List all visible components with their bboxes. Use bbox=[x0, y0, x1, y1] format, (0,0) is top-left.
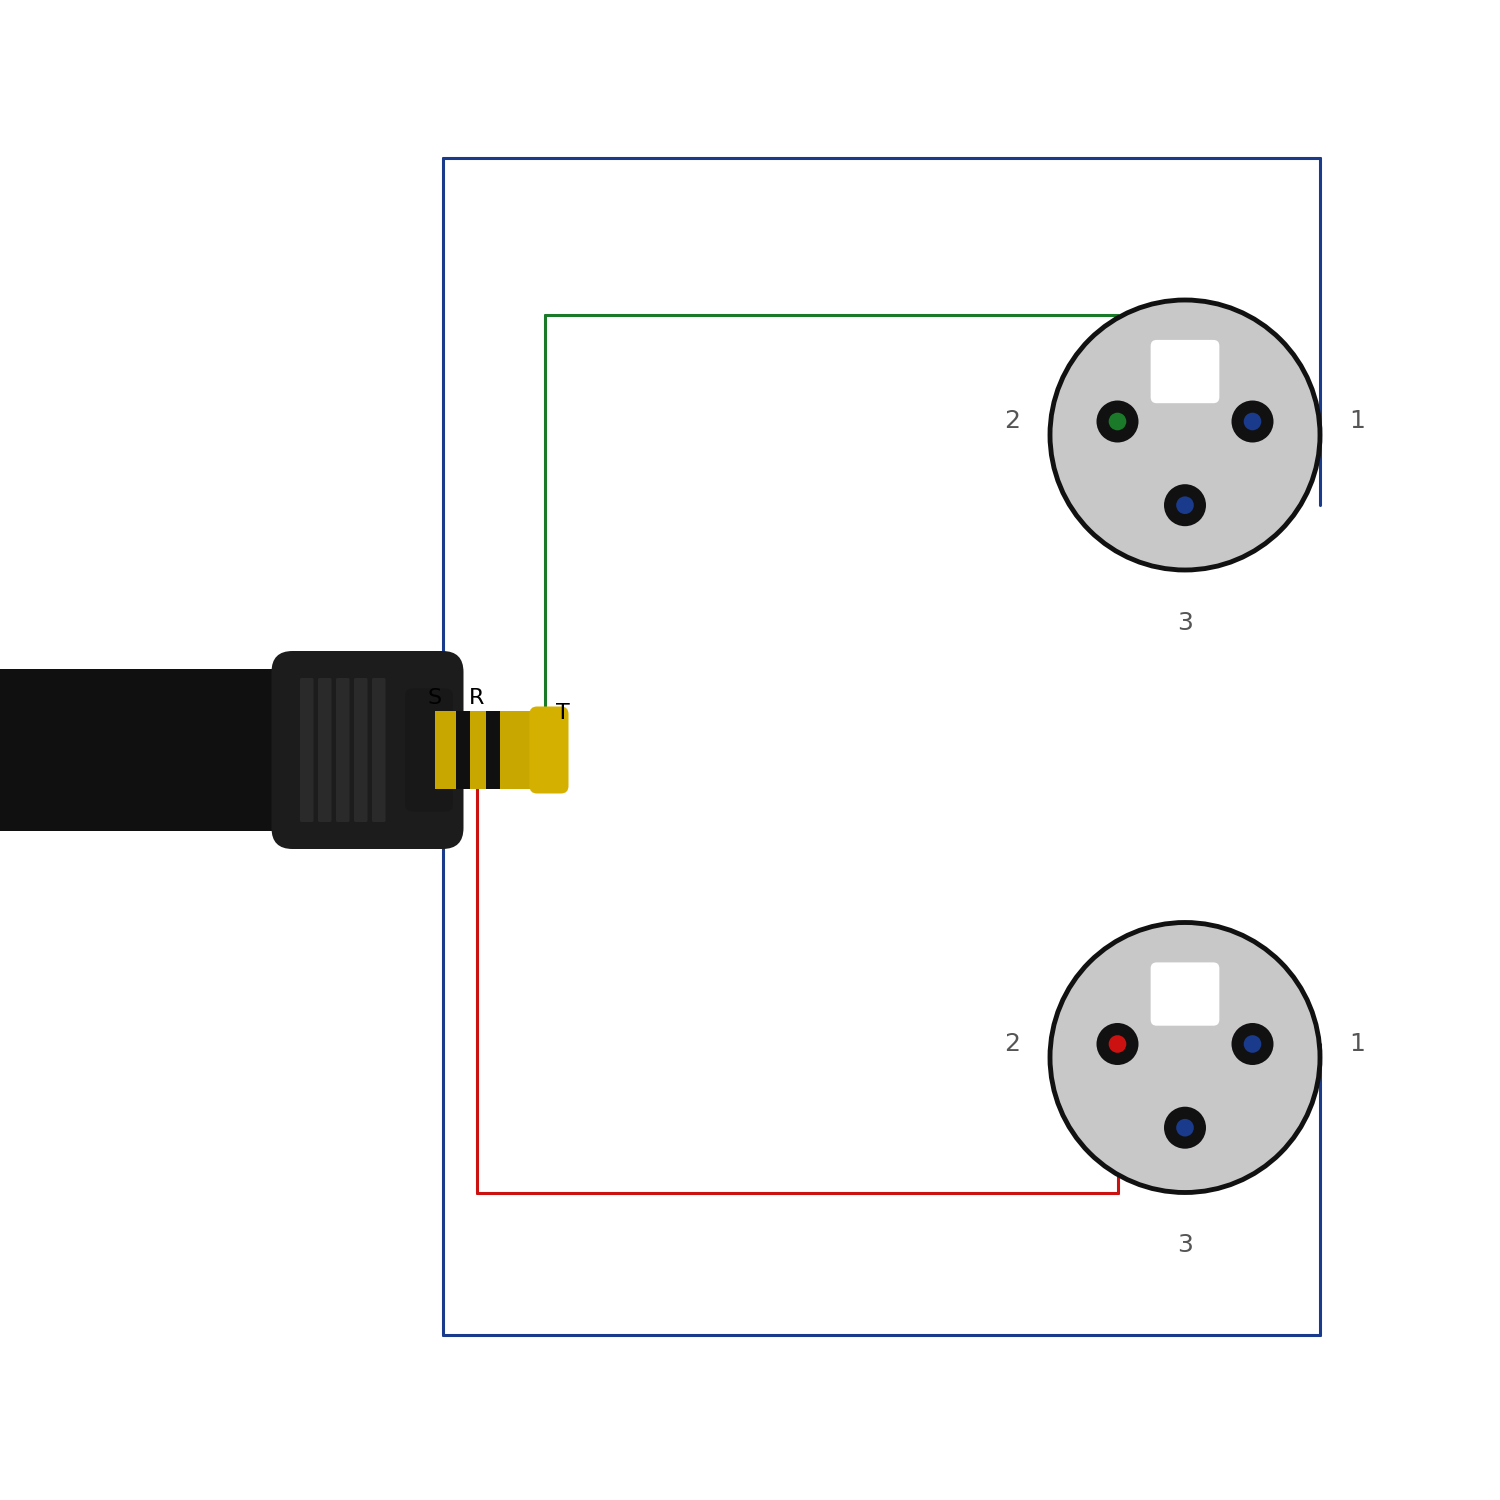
Circle shape bbox=[1244, 1035, 1262, 1053]
Circle shape bbox=[1232, 400, 1274, 442]
FancyBboxPatch shape bbox=[318, 678, 332, 822]
Circle shape bbox=[1096, 1023, 1138, 1065]
Circle shape bbox=[1176, 1119, 1194, 1137]
Circle shape bbox=[1176, 496, 1194, 514]
Text: 2: 2 bbox=[1005, 1032, 1020, 1056]
Circle shape bbox=[1232, 1023, 1274, 1065]
FancyBboxPatch shape bbox=[0, 669, 370, 831]
Text: S: S bbox=[427, 688, 442, 708]
Bar bbox=[486, 711, 500, 789]
Text: 3: 3 bbox=[1178, 610, 1192, 634]
Text: R: R bbox=[470, 688, 484, 708]
FancyBboxPatch shape bbox=[530, 706, 568, 794]
Circle shape bbox=[1050, 922, 1320, 1192]
Circle shape bbox=[1096, 400, 1138, 442]
Circle shape bbox=[1050, 300, 1320, 570]
Text: 1: 1 bbox=[1350, 410, 1365, 434]
Circle shape bbox=[1244, 413, 1262, 430]
FancyBboxPatch shape bbox=[405, 688, 453, 812]
FancyBboxPatch shape bbox=[372, 678, 386, 822]
Text: 3: 3 bbox=[1178, 1233, 1192, 1257]
Text: 1: 1 bbox=[1350, 1032, 1365, 1056]
FancyBboxPatch shape bbox=[1150, 340, 1220, 404]
FancyBboxPatch shape bbox=[272, 651, 464, 849]
Text: 2: 2 bbox=[1005, 410, 1020, 434]
FancyBboxPatch shape bbox=[336, 678, 350, 822]
FancyBboxPatch shape bbox=[300, 678, 313, 822]
Bar bbox=[456, 711, 470, 789]
Bar bbox=[435, 711, 548, 789]
Circle shape bbox=[1164, 1107, 1206, 1149]
Circle shape bbox=[1108, 1035, 1126, 1053]
FancyBboxPatch shape bbox=[354, 678, 368, 822]
FancyBboxPatch shape bbox=[1150, 963, 1220, 1026]
Circle shape bbox=[1108, 413, 1126, 430]
Circle shape bbox=[1164, 484, 1206, 526]
Text: T: T bbox=[555, 704, 570, 723]
